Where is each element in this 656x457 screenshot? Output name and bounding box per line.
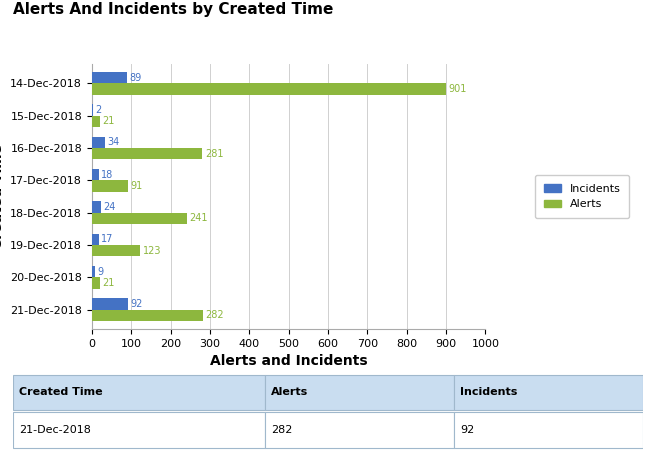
- Bar: [92, 213, 187, 224]
- Bar: [92, 148, 203, 159]
- Text: 17: 17: [101, 234, 113, 244]
- Bar: [92, 234, 98, 245]
- Bar: [92, 202, 101, 213]
- Bar: [92, 298, 128, 310]
- Text: 91: 91: [130, 181, 142, 191]
- Text: 21-Dec-2018: 21-Dec-2018: [20, 425, 91, 435]
- Bar: [92, 277, 100, 289]
- Text: Incidents: Incidents: [461, 388, 518, 398]
- Text: 2: 2: [95, 105, 101, 115]
- Bar: [454, 375, 643, 409]
- Bar: [265, 375, 454, 409]
- Text: 123: 123: [142, 246, 161, 255]
- Text: Created Time: Created Time: [20, 388, 103, 398]
- Text: 281: 281: [205, 149, 223, 159]
- Text: 92: 92: [131, 299, 143, 309]
- Text: Alerts: Alerts: [272, 388, 308, 398]
- Text: 89: 89: [129, 73, 142, 83]
- Bar: [92, 116, 100, 127]
- Text: 18: 18: [101, 170, 113, 180]
- Text: 9: 9: [98, 267, 104, 276]
- Text: 21: 21: [102, 278, 115, 288]
- Text: Alerts And Incidents by Created Time: Alerts And Incidents by Created Time: [13, 2, 333, 17]
- Y-axis label: Created Time: Created Time: [0, 144, 5, 249]
- Bar: [92, 181, 128, 191]
- Bar: [92, 137, 105, 148]
- Bar: [92, 72, 127, 83]
- Bar: [92, 266, 95, 277]
- Text: 92: 92: [461, 425, 474, 435]
- Text: 241: 241: [189, 213, 207, 223]
- Bar: [92, 169, 99, 181]
- Bar: [92, 245, 140, 256]
- Text: 282: 282: [205, 310, 224, 320]
- Text: 282: 282: [272, 425, 293, 435]
- Bar: [13, 412, 265, 448]
- X-axis label: Alerts and Incidents: Alerts and Incidents: [210, 354, 367, 368]
- Text: 24: 24: [104, 202, 116, 212]
- Bar: [92, 83, 447, 95]
- Bar: [13, 375, 265, 409]
- Bar: [265, 412, 454, 448]
- Text: 34: 34: [108, 138, 120, 147]
- Bar: [454, 412, 643, 448]
- Text: 901: 901: [449, 84, 467, 94]
- Text: 21: 21: [102, 117, 115, 126]
- Bar: [92, 310, 203, 321]
- Legend: Incidents, Alerts: Incidents, Alerts: [535, 175, 630, 218]
